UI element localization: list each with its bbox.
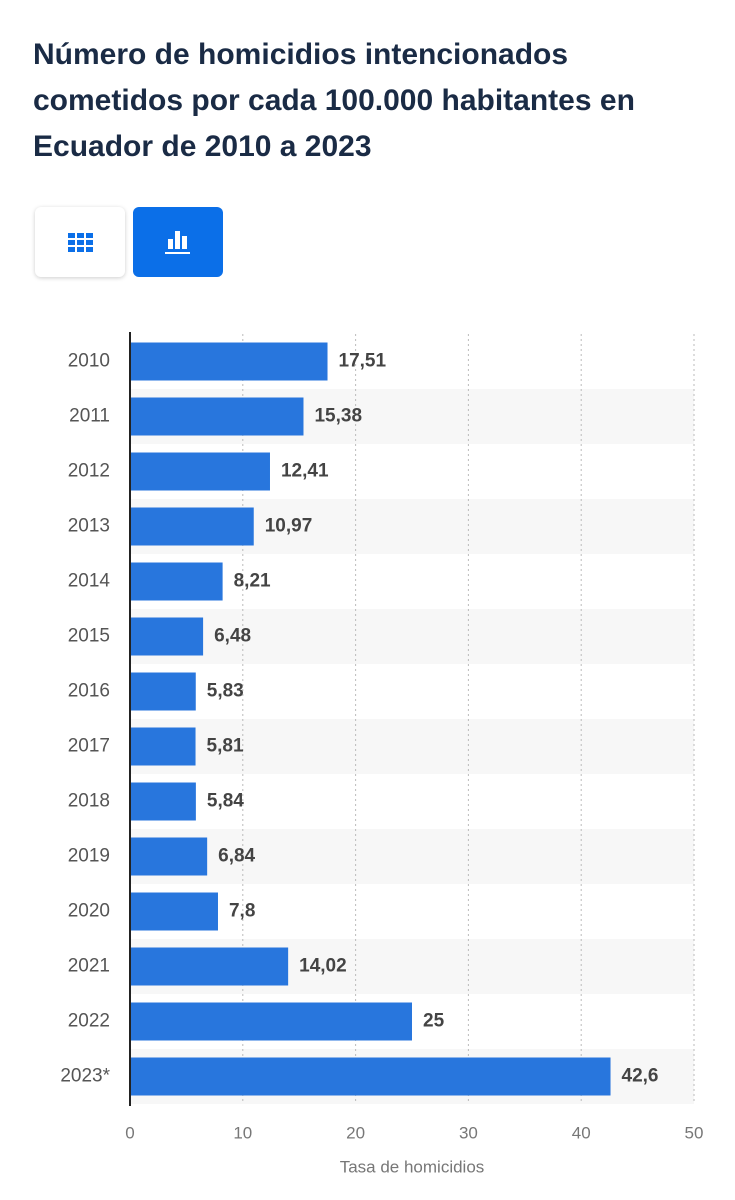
- value-label: 5,83: [207, 681, 244, 702]
- x-tick-label: 0: [125, 1123, 134, 1142]
- bar: [130, 782, 196, 821]
- value-label: 5,84: [207, 791, 244, 812]
- bar: [130, 507, 254, 546]
- value-label: 12,41: [281, 461, 329, 482]
- value-label: 14,02: [299, 956, 347, 977]
- bar: [130, 397, 304, 436]
- x-axis-title: Tasa de homicidios: [340, 1157, 485, 1176]
- y-tick-label: 2018: [68, 791, 110, 812]
- row-band: [130, 719, 694, 774]
- value-label: 8,21: [234, 571, 271, 592]
- x-tick-label: 20: [346, 1123, 365, 1142]
- x-tick-label: 50: [685, 1123, 704, 1142]
- bar: [130, 892, 218, 931]
- y-tick-label: 2022: [68, 1011, 110, 1032]
- y-tick-label: 2017: [68, 736, 110, 757]
- chart-icon: [165, 231, 190, 254]
- bar: [130, 342, 328, 381]
- value-label: 10,97: [265, 516, 313, 537]
- value-label: 6,48: [214, 626, 251, 647]
- y-tick-label: 2020: [68, 901, 110, 922]
- chart-view-button[interactable]: [133, 207, 223, 277]
- y-tick-label: 2023*: [60, 1066, 110, 1087]
- x-tick-label: 40: [572, 1123, 591, 1142]
- y-tick-label: 2010: [68, 351, 110, 372]
- bar: [130, 1057, 611, 1096]
- value-label: 25: [423, 1011, 445, 1032]
- value-label: 7,8: [229, 901, 255, 922]
- y-tick-label: 2019: [68, 846, 110, 867]
- bar: [130, 1002, 412, 1041]
- bar: [130, 452, 270, 491]
- table-icon: [68, 233, 93, 252]
- x-tick-label: 10: [233, 1123, 252, 1142]
- y-tick-label: 2015: [68, 626, 110, 647]
- bar: [130, 837, 208, 876]
- value-label: 5,81: [207, 736, 244, 757]
- bar: [130, 672, 196, 711]
- y-tick-label: 2021: [68, 956, 110, 977]
- value-label: 15,38: [314, 406, 362, 427]
- bar: [130, 562, 223, 601]
- y-tick-label: 2014: [68, 571, 111, 592]
- row-band: [130, 829, 694, 884]
- bar: [130, 727, 196, 766]
- row-band: [130, 609, 694, 664]
- x-tick-label: 30: [459, 1123, 478, 1142]
- table-view-button[interactable]: [35, 207, 125, 277]
- value-label: 42,6: [622, 1066, 659, 1087]
- value-label: 17,51: [339, 351, 387, 372]
- y-tick-label: 2011: [69, 406, 110, 427]
- value-label: 6,84: [218, 846, 255, 867]
- bar: [130, 947, 289, 986]
- chart-title: Número de homicidios intencionados comet…: [33, 38, 635, 163]
- bar: [130, 617, 204, 656]
- y-tick-label: 2012: [68, 461, 110, 482]
- y-tick-label: 2016: [68, 681, 110, 702]
- y-tick-label: 2013: [68, 516, 110, 537]
